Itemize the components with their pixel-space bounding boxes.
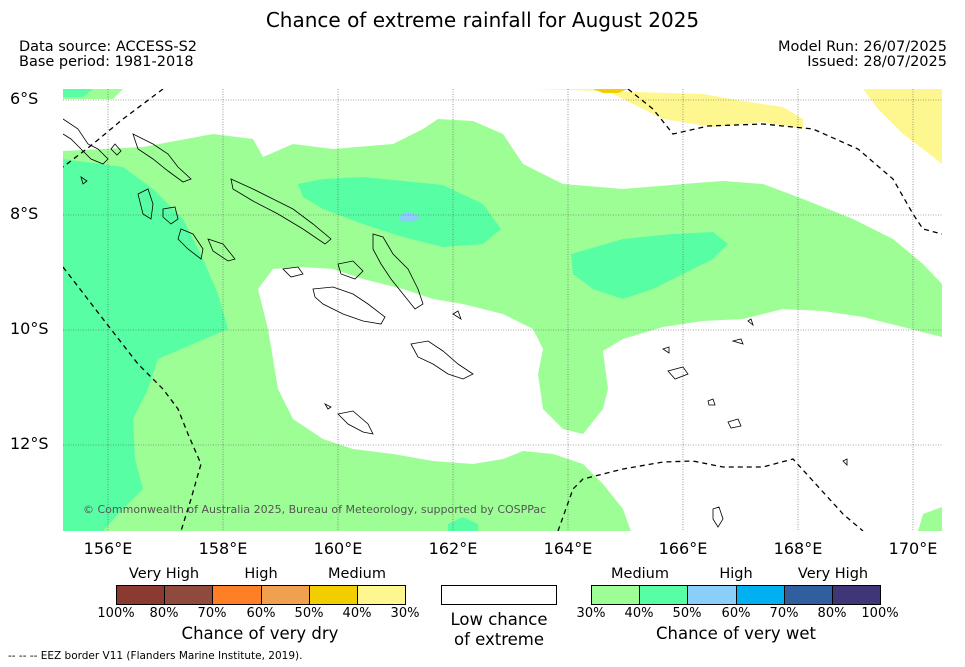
wet-high-region-central (298, 177, 501, 247)
dry-tick-30: 30% (390, 606, 420, 621)
lat-label-6s: 6°S (10, 89, 39, 108)
wet-cat-very-high: Very High (797, 566, 869, 582)
dry-swatch-2 (165, 586, 214, 604)
dry-cat-medium: Medium (328, 566, 386, 582)
lon-label-170e: 170°E (888, 539, 938, 558)
lon-label-168e: 168°E (773, 539, 823, 558)
lon-label-162e: 162°E (428, 539, 478, 558)
wet-swatch-4 (736, 586, 785, 604)
wet-colorbar (591, 585, 881, 605)
dry-medium-dark-spot (593, 89, 628, 93)
dry-swatch-5 (309, 586, 358, 604)
base-period: Base period: 1981-2018 (19, 54, 194, 70)
rainfall-map: © Commonwealth of Australia 2025, Bureau… (63, 89, 942, 531)
dry-tick-50: 50% (294, 606, 324, 621)
lon-label-156e: 156°E (83, 539, 133, 558)
dry-tick-70: 70% (197, 606, 227, 621)
wet-tick-100: 100% (861, 606, 899, 621)
wet-swatch-3 (688, 586, 737, 604)
dry-swatch-3 (213, 586, 262, 604)
wet-medium-region-se (918, 507, 942, 531)
wet-swatch-5 (784, 586, 833, 604)
wet-legend-title: Chance of very wet (656, 624, 816, 643)
lat-label-12s: 12°S (10, 434, 49, 453)
dry-swatch-4 (261, 586, 310, 604)
low-chance-line2: of extreme (453, 630, 545, 649)
wet-tick-70: 70% (769, 606, 799, 621)
page-title: Chance of extreme rainfall for August 20… (265, 8, 700, 32)
meta-left: Data source: ACCESS-S2 Base period: 1981… (19, 40, 197, 70)
wet-swatch-6 (832, 586, 881, 604)
dry-medium-region-top (451, 89, 942, 159)
map-copyright: © Commonwealth of Australia 2025, Bureau… (83, 503, 546, 516)
wet-swatch-1 (592, 586, 641, 604)
low-chance-label: Low chance of extreme (429, 610, 569, 650)
lat-label-8s: 8°S (10, 204, 39, 223)
lon-label-160e: 160°E (313, 539, 363, 558)
eez-borders (63, 89, 942, 531)
map-gridlines (63, 89, 942, 531)
lon-label-166e: 166°E (658, 539, 708, 558)
dry-tick-100: 100% (97, 606, 135, 621)
dry-colorbar (116, 585, 406, 605)
low-chance-line1: Low chance (450, 610, 548, 629)
dry-swatch-1 (117, 586, 166, 604)
dry-cat-high: High (244, 566, 278, 582)
issued-date: Issued: 28/07/2025 (807, 54, 947, 70)
wet-tick-30: 30% (576, 606, 606, 621)
low-chance-swatch (441, 585, 557, 605)
wet-high-region-west (63, 89, 228, 531)
wet-tick-60: 60% (721, 606, 751, 621)
wet-medium-region (63, 89, 942, 531)
dry-tick-60: 60% (246, 606, 276, 621)
low-chance-region-south (608, 449, 942, 531)
wet-tick-40: 40% (624, 606, 654, 621)
wet-swatch-2 (640, 586, 689, 604)
lon-label-158e: 158°E (198, 539, 248, 558)
dry-cat-very-high: Very High (128, 566, 200, 582)
dry-swatch-6 (357, 586, 406, 604)
dry-tick-40: 40% (342, 606, 372, 621)
wet-high-spot-south (448, 517, 478, 531)
lon-label-164e: 164°E (543, 539, 593, 558)
island-coastlines (63, 118, 848, 528)
wet-cat-medium: Medium (611, 566, 669, 582)
wet-tick-80: 80% (817, 606, 847, 621)
eez-footnote: -- -- -- EEZ border V11 (Flanders Marine… (8, 650, 303, 662)
wet-very-high-spot (398, 211, 421, 222)
data-source: Data source: ACCESS-S2 (19, 39, 198, 55)
wet-cat-high: High (719, 566, 753, 582)
wet-tick-50: 50% (672, 606, 702, 621)
meta-right: Model Run: 26/07/2025 Issued: 28/07/2025 (778, 40, 947, 70)
dry-legend-title: Chance of very dry (181, 624, 339, 643)
wet-high-region-east (571, 232, 728, 299)
dry-tick-80: 80% (149, 606, 179, 621)
lat-label-10s: 10°S (10, 319, 49, 338)
model-run: Model Run: 26/07/2025 (777, 39, 947, 55)
dry-medium-region-right (863, 89, 942, 164)
